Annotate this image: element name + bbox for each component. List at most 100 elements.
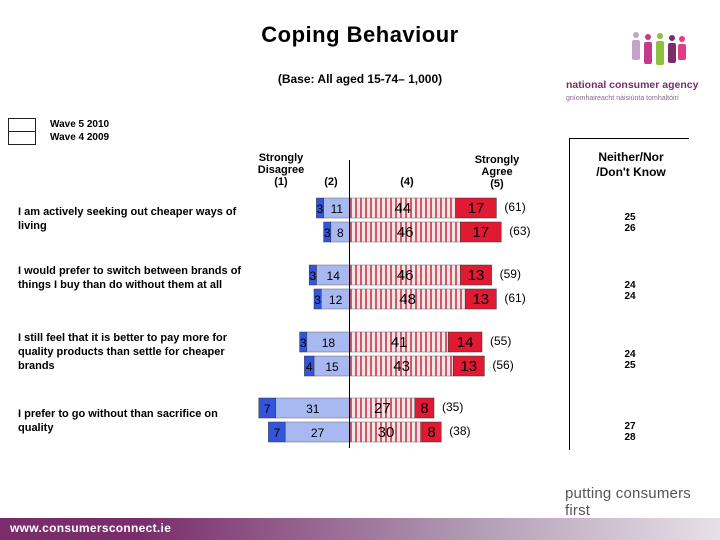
label-strongly-agree: 17 [468,200,485,217]
label-strongly-disagree: 3 [309,269,316,283]
neither-values-2: 24 24 [615,280,645,302]
neither-value: 28 [624,432,636,443]
label-agree-total: (56) [492,358,513,372]
label-strongly-disagree: 3 [317,202,324,216]
label-agree: 44 [394,200,411,217]
neither-values-3: 24 25 [615,349,645,371]
label-agree-total: (63) [509,224,530,238]
logo-text-ga: gníomhaireacht náisiúnta tomhaltóirí [566,95,679,102]
footer-gradient [140,518,720,540]
header-neither-line1: Neither/Nor [598,150,664,164]
label-disagree: 15 [325,360,339,374]
label-strongly-disagree: 3 [324,226,331,240]
label-strongly-agree: 8 [420,400,428,417]
legend-label-wave4: Wave 4 2009 [50,132,110,143]
label-agree: 30 [378,424,395,441]
bar-strongly-disagree [304,355,315,377]
bar-strongly-disagree [313,288,322,310]
label-strongly-disagree: 3 [314,293,321,307]
label-agree-total: (55) [490,334,511,348]
label-strongly-agree: 17 [472,224,489,241]
label-strongly-agree: 13 [460,358,477,375]
label-agree-total: (35) [442,400,463,414]
label-disagree: 18 [322,336,336,350]
header-strongly-agree: Strongly Agree (5) [466,154,528,190]
label-agree: 46 [397,224,414,241]
bar-strongly-agree [452,355,485,377]
statement-2: I would prefer to switch between brands … [18,265,242,291]
statement-3: I still feel that it is better to pay mo… [18,332,228,372]
legend-swatch-wave4 [8,131,36,145]
label-agree-total: (61) [504,200,525,214]
statement-1: I am actively seeking out cheaper ways o… [18,206,237,232]
neither-value: 25 [624,360,636,371]
label-strongly-disagree: 7 [273,426,280,440]
label-strongly-agree: 13 [468,267,485,284]
label-strongly-disagree: 4 [306,360,313,374]
bar-strongly-disagree [268,421,286,443]
logo-text-en: national consumer agency [566,79,699,91]
neither-values-4: 27 28 [615,421,645,443]
legend-label-wave5: Wave 5 2010 [50,119,110,130]
header-agree: (4) [400,176,414,188]
bar-strongly-agree [460,221,502,243]
neither-divider [569,138,570,450]
bar-strongly-disagree [308,264,317,286]
label-strongly-agree: 13 [472,291,489,308]
label-agree: 48 [399,291,416,308]
label-agree-total: (61) [504,291,525,305]
neither-value: 24 [624,280,636,291]
label-agree: 43 [393,358,410,375]
label-disagree: 27 [311,426,325,440]
logo-figures-icon [632,32,686,65]
label-strongly-agree: 8 [427,424,435,441]
neither-value: 26 [624,223,636,234]
header-sd-line2: Disagree [257,164,305,176]
header-sa-line1: Strongly [474,154,520,166]
label-agree: 46 [397,267,414,284]
bar-strongly-agree [460,264,492,286]
label-strongly-disagree: 3 [300,336,307,350]
statement-4: I prefer to go without than sacrifice on… [18,408,218,434]
chart-title: Coping Behaviour [261,22,459,47]
bar-strongly-disagree [323,221,332,243]
nca-logo: national consumer agency gníomhaireacht … [566,32,699,102]
bar-strongly-agree [421,421,442,443]
header-sa-line3: (5) [490,178,504,190]
header-neither-line2: /Don't Know [596,165,666,179]
label-agree: 27 [374,400,391,417]
neither-value: 24 [624,291,636,302]
neither-values-1: 25 26 [615,212,645,234]
label-disagree: 14 [327,269,341,283]
footer-url: www.consumersconnect.ie [10,521,172,535]
label-agree: 41 [391,334,408,351]
label-disagree: 11 [331,202,344,216]
header-neither: Neither/Nor /Don't Know [582,150,680,180]
neither-value: 27 [624,421,636,432]
tagline: putting consumers first [565,485,691,519]
header-disagree: (2) [324,176,338,188]
label-disagree: 8 [337,226,344,240]
neither-value: 25 [624,212,636,223]
bar-strongly-disagree [258,397,276,419]
zero-axis-line [349,160,350,448]
label-agree-total: (38) [449,424,470,438]
label-disagree: 12 [329,293,343,307]
label-agree-total: (59) [500,267,521,281]
label-strongly-disagree: 7 [264,402,271,416]
header-sd-line3: (1) [274,176,288,188]
bar-strongly-agree [448,331,483,353]
label-disagree: 31 [306,402,320,416]
bar-strongly-agree [464,288,497,310]
base-note: (Base: All aged 15-74– 1,000) [277,72,443,86]
bar-strongly-disagree [299,331,308,353]
neither-header-divider [569,138,689,139]
header-sd-line1: Strongly [258,152,304,164]
bar-strongly-agree [455,197,497,219]
bar-strongly-agree [414,397,435,419]
label-strongly-agree: 14 [457,334,474,351]
neither-value: 24 [624,349,636,360]
bar-strongly-disagree [316,197,324,219]
header-strongly-disagree: Strongly Disagree (1) [250,152,312,188]
